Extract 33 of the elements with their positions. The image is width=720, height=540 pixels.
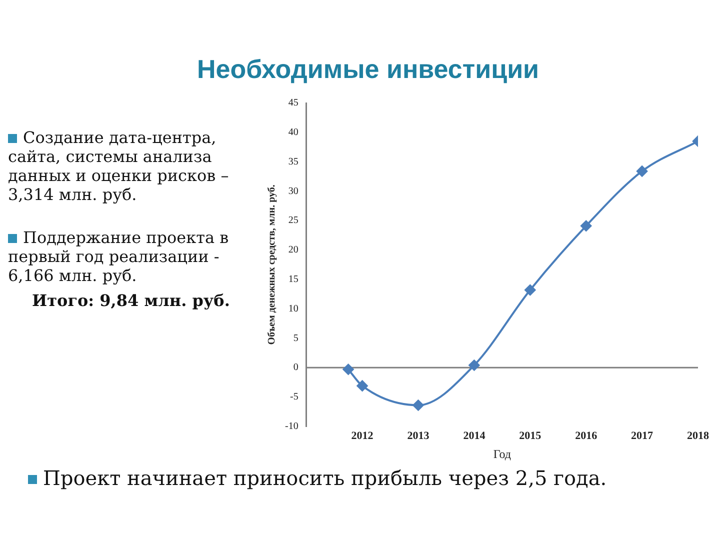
x-tick-label: 2016 — [575, 430, 598, 442]
point — [342, 364, 354, 375]
y-tick-label: 40 — [288, 127, 298, 138]
x-tick-label: 2017 — [631, 430, 654, 442]
point — [636, 166, 648, 177]
point — [356, 380, 368, 392]
y-tick-label: 25 — [288, 215, 298, 226]
point — [468, 360, 480, 371]
y-tick-label: -5 — [290, 392, 298, 403]
point — [580, 220, 592, 232]
text: Итого: 9,84 млн. руб. — [31, 291, 231, 310]
point — [412, 400, 424, 411]
text: Поддержание проекта в первый год реализации - 6,166 млн. руб. — [8, 228, 230, 285]
y-tick-label: 35 — [288, 156, 298, 168]
y-tick-label: 10 — [288, 303, 298, 314]
y-tick-label: 0 — [293, 362, 298, 374]
text: Создание дата-центра, сайта, системы анализа данных и оценки рисков – 3,314 млн. руб. — [8, 128, 230, 204]
y-axis-title: Объем денежных средств, млн. руб. — [266, 184, 278, 345]
y-tick-label: 45 — [288, 98, 298, 109]
y-tick-label: 30 — [288, 186, 298, 197]
x-tick-label: 2018 — [687, 430, 710, 442]
y-tick-label: 20 — [288, 244, 298, 256]
x-tick-label: 2013 — [407, 430, 430, 442]
text: Проект начинает приносить прибыль через 2,5 года. — [42, 466, 608, 490]
x-tick-label: 2015 — [519, 430, 542, 442]
y-tick-label: -10 — [284, 421, 298, 432]
x-axis-title: Год — [493, 446, 511, 461]
point — [524, 284, 536, 296]
x-tick-label: 2012 — [351, 430, 374, 442]
y-tick-label: 15 — [288, 274, 298, 286]
x-tick-label: 2014 — [463, 430, 486, 442]
chart-title: Необходимые инвестиции — [196, 54, 540, 85]
y-tick-label: 5 — [293, 332, 298, 344]
